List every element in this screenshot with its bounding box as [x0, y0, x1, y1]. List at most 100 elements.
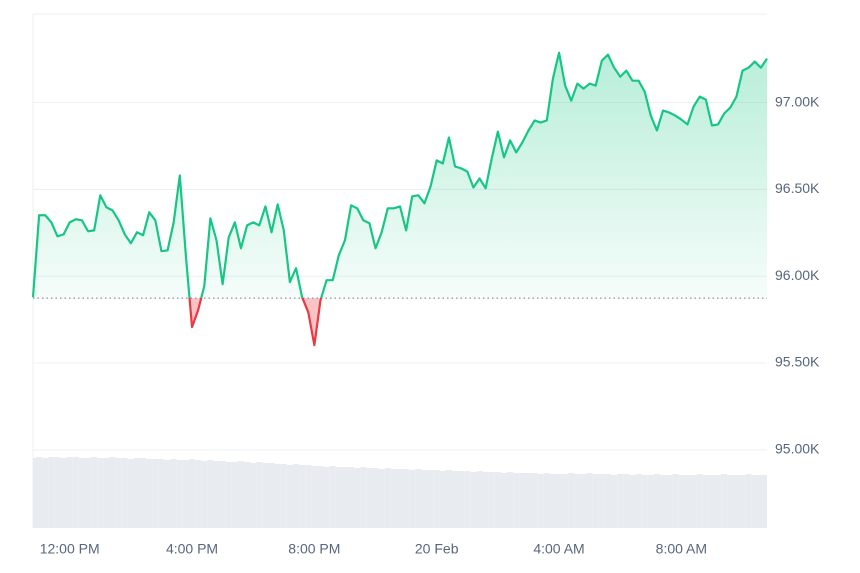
volume-bar [311, 466, 318, 528]
volume-bar [525, 473, 532, 528]
volume-bar [409, 470, 416, 528]
volume-bar [433, 470, 440, 528]
volume-bar [611, 475, 618, 528]
x-tick-label: 4:00 PM [166, 541, 218, 557]
volume-bar [549, 474, 556, 528]
volume-bar [586, 473, 593, 528]
volume-bar [421, 470, 428, 528]
volume-bar [335, 467, 342, 528]
volume-bar [133, 458, 141, 528]
volume-bar [91, 457, 98, 528]
volume-bar [745, 474, 752, 528]
volume-bar [384, 468, 391, 528]
price-area [33, 52, 767, 346]
volume-bar [396, 469, 404, 528]
volume-bar [555, 474, 563, 528]
volume-bar [666, 475, 673, 528]
volume-bar [256, 462, 263, 528]
y-tick-label: 96.00K [775, 267, 820, 283]
volume-bar [158, 459, 165, 528]
volume-bar [513, 473, 520, 528]
volume-bar [244, 462, 251, 528]
volume-bar [146, 459, 153, 528]
volume-bar [250, 463, 257, 528]
volume-bar [323, 467, 330, 528]
volume-bar [604, 474, 612, 528]
volume-bar [488, 472, 495, 528]
x-tick-label: 20 Feb [415, 541, 459, 557]
x-tick-label: 12:00 PM [40, 541, 100, 557]
volume-bar [292, 464, 300, 528]
volume-bar [305, 465, 312, 528]
volume-bar [84, 458, 92, 528]
volume-bar [97, 458, 104, 528]
volume-bar [372, 468, 379, 528]
volume-bar [164, 460, 171, 528]
volume-bar [195, 460, 202, 528]
volume-bar [213, 461, 220, 528]
volume-bar [678, 475, 685, 528]
x-tick-label: 4:00 AM [533, 541, 584, 557]
volume-bar [684, 475, 691, 528]
volume-bar [348, 467, 355, 528]
volume-bar [739, 475, 746, 528]
volume-bar [690, 475, 697, 528]
y-tick-label: 96.50K [775, 180, 820, 196]
volume-bar [317, 466, 324, 528]
volume-bar [66, 457, 73, 528]
volume-bar [482, 472, 489, 528]
volume-bar [354, 468, 361, 528]
volume-bar [329, 466, 336, 528]
volume-bar [537, 474, 544, 528]
volume-bar [403, 469, 410, 528]
volume-bar [286, 465, 293, 528]
volume-bar [378, 469, 385, 528]
volume-bar [470, 472, 477, 528]
volume-bar [54, 457, 61, 528]
volume-bar [751, 475, 758, 528]
volume-bar [60, 458, 67, 528]
volume-bar [366, 468, 373, 528]
volume-bar [42, 458, 49, 528]
volume-bar [268, 463, 275, 528]
volume-bar [36, 457, 43, 528]
volume-bar [598, 474, 605, 528]
volume-bar [696, 474, 703, 528]
volume-bar [415, 469, 422, 528]
volume-bar [360, 467, 367, 528]
volume-bar [494, 472, 501, 528]
y-tick-label: 95.50K [775, 354, 820, 370]
volume-bar [458, 471, 465, 528]
volume-bar [763, 475, 767, 528]
volume-bar [733, 475, 740, 528]
volume-bar [207, 460, 214, 528]
volume-bar [635, 474, 642, 528]
volume-bar [219, 461, 226, 528]
volume-bar [464, 471, 471, 528]
volume-bar [500, 473, 508, 528]
volume-bar [562, 474, 569, 528]
volume-bar [715, 475, 722, 528]
volume-bar [262, 463, 269, 528]
volume-bar [231, 462, 238, 528]
volume-bar [702, 475, 709, 528]
volume-bar [121, 458, 128, 528]
volume-bar [201, 461, 208, 528]
volume-bar [152, 459, 159, 528]
volume-bar [188, 459, 196, 528]
volume-bar [519, 473, 526, 528]
volume-bar [641, 475, 648, 528]
volume-bar [427, 470, 434, 528]
volume-bar [140, 458, 147, 528]
volume-bar [127, 459, 134, 528]
volume-bar [721, 474, 728, 528]
volume-bar [507, 472, 514, 528]
volume-bar [299, 465, 306, 528]
volume-bar [274, 464, 281, 528]
volume-bar [629, 475, 636, 528]
price-line [31, 51, 768, 347]
volume-bar [237, 461, 245, 528]
volume-bar [708, 475, 716, 528]
